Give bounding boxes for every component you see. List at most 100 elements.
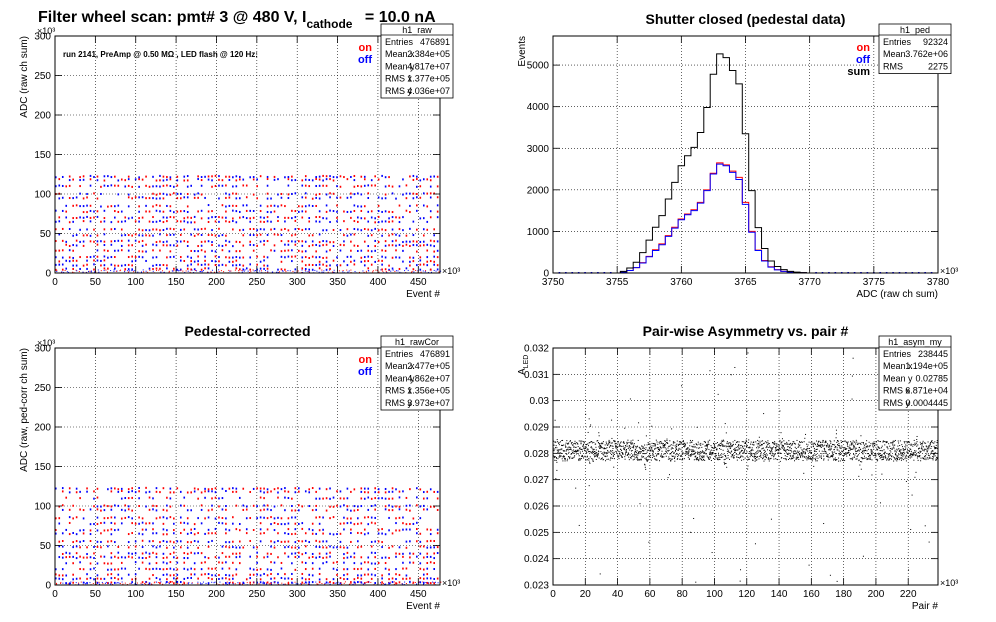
point-on: [65, 556, 68, 559]
point-on: [259, 568, 262, 571]
point-on: [357, 546, 359, 549]
point-off: [96, 259, 99, 262]
pair-point: [697, 451, 699, 453]
point-on: [138, 178, 140, 181]
point-off: [405, 240, 408, 243]
pair-point: [602, 443, 604, 445]
pair-point: [763, 449, 765, 451]
pair-point: [556, 447, 558, 449]
pair-point: [835, 429, 837, 431]
pair-point: [716, 457, 718, 459]
pair-point: [558, 442, 560, 444]
pair-point: [700, 456, 702, 458]
point-base: [403, 583, 405, 585]
x-axis-label: Event #: [406, 289, 440, 300]
pair-point: [783, 448, 785, 450]
pair-point: [618, 458, 620, 460]
pair-point: [727, 443, 729, 445]
point-on: [249, 581, 252, 584]
pair-point: [583, 446, 585, 448]
point-on: [256, 197, 258, 200]
point-on: [360, 256, 363, 259]
point-off: [315, 256, 317, 259]
point-on: [298, 504, 300, 507]
point-off: [252, 210, 255, 213]
pair-point: [710, 445, 712, 447]
pair-point: [645, 457, 647, 459]
point-on: [61, 249, 64, 252]
pair-point: [702, 443, 704, 445]
point-off: [86, 259, 88, 262]
point-on: [429, 216, 432, 219]
pair-point: [774, 442, 776, 444]
point-on: [419, 577, 422, 580]
point-off: [103, 233, 106, 236]
point-off: [238, 555, 241, 558]
pair-point: [903, 441, 905, 443]
pair-point: [781, 438, 783, 440]
point-off: [266, 220, 269, 223]
point-off: [183, 220, 186, 223]
point-on: [367, 491, 370, 494]
point-off: [114, 227, 116, 230]
point-off: [55, 487, 57, 490]
point-on: [377, 204, 380, 207]
pair-point: [619, 444, 621, 446]
point-on: [315, 539, 317, 542]
point-on: [141, 178, 144, 181]
pair-point: [789, 446, 791, 448]
pair-point: [673, 457, 675, 459]
point-off: [422, 228, 425, 231]
point-on: [249, 268, 252, 271]
point-off: [134, 491, 137, 494]
point-base: [361, 582, 363, 584]
stats-box-frame: [380, 335, 454, 411]
pair-point: [818, 440, 820, 442]
point-off: [346, 210, 349, 213]
point-on: [360, 567, 363, 570]
point-on: [284, 573, 286, 576]
point-on: [388, 220, 390, 223]
pair-point: [777, 452, 779, 454]
point-off: [218, 264, 220, 267]
pair-point: [664, 444, 666, 446]
point-off: [266, 264, 269, 267]
point-on: [166, 175, 168, 178]
pair-point: [560, 452, 562, 454]
point-on: [214, 255, 217, 258]
point-off: [61, 487, 64, 490]
pair-point: [801, 441, 803, 443]
point-on: [311, 487, 314, 490]
pair-point: [672, 444, 674, 446]
pair-point: [710, 452, 712, 454]
pair-point: [884, 451, 886, 453]
point-base: [350, 583, 352, 585]
pair-point: [739, 453, 741, 455]
stats-value: 1.377e+05: [407, 74, 450, 84]
pair-point: [769, 458, 771, 460]
point-off: [159, 264, 161, 267]
point-on: [183, 179, 186, 182]
pair-point: [573, 456, 575, 458]
point-off: [277, 178, 279, 181]
pair-point: [904, 449, 906, 451]
point-on: [127, 234, 130, 237]
point-on: [395, 505, 397, 508]
pair-point: [606, 443, 608, 445]
pair-point: [581, 456, 583, 458]
point-off: [193, 193, 196, 196]
pair-outlier: [588, 485, 590, 487]
point-off: [148, 552, 151, 555]
point-on: [388, 184, 390, 187]
pair-point: [899, 457, 901, 459]
point-base: [270, 583, 272, 585]
point-on: [346, 573, 349, 576]
point-on: [291, 255, 293, 258]
point-on: [200, 249, 203, 252]
point-off: [304, 581, 307, 584]
point-on: [68, 184, 71, 187]
point-on: [225, 184, 227, 187]
point-base: [140, 582, 142, 584]
pair-point: [789, 457, 791, 459]
point-off: [186, 532, 189, 535]
